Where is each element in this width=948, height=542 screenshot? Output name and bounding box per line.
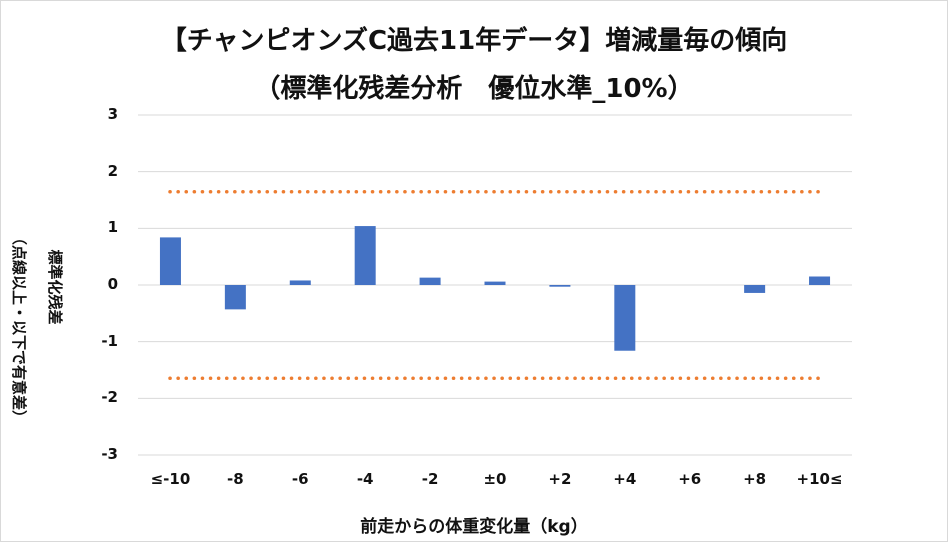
bar: [354, 226, 376, 285]
x-tick-label: -2: [421, 470, 439, 488]
chart-subtitle: （標準化残差分析 優位水準_10%）: [254, 74, 694, 104]
x-tick-label: -6: [291, 470, 309, 488]
x-tick-label: +2: [548, 470, 572, 488]
bar: [159, 237, 181, 285]
bar: [614, 285, 636, 351]
x-axis-label: 前走からの体重変化量（kg）: [360, 517, 588, 537]
y-tick-label: -1: [101, 331, 118, 350]
x-tick-label: +6: [678, 470, 702, 488]
y-tick-label: -3: [101, 445, 118, 463]
x-tick-label: +4: [613, 470, 637, 488]
x-tick-label: +8: [743, 470, 767, 488]
x-tick-label: ≤-10: [150, 470, 191, 488]
bar: [484, 281, 506, 285]
chart-title: 【チャンピオンズC過去11年データ】増減量毎の傾向: [160, 26, 788, 56]
bar: [744, 285, 766, 293]
bar: [809, 276, 831, 285]
y-tick-label: 2: [107, 161, 118, 180]
y-tick-label: -2: [101, 388, 118, 407]
bar: [224, 285, 246, 310]
bar: [549, 285, 571, 287]
bar: [289, 280, 311, 285]
y-tick-label: 0: [107, 275, 118, 293]
y-tick-label: 3: [107, 105, 118, 123]
bar: [419, 277, 441, 285]
x-tick-label: ±0: [483, 470, 507, 488]
x-tick-label: -8: [227, 470, 244, 488]
x-tick-label: -4: [356, 470, 374, 488]
x-tick-label: +10≤: [796, 470, 843, 488]
y-tick-label: 1: [107, 218, 118, 237]
